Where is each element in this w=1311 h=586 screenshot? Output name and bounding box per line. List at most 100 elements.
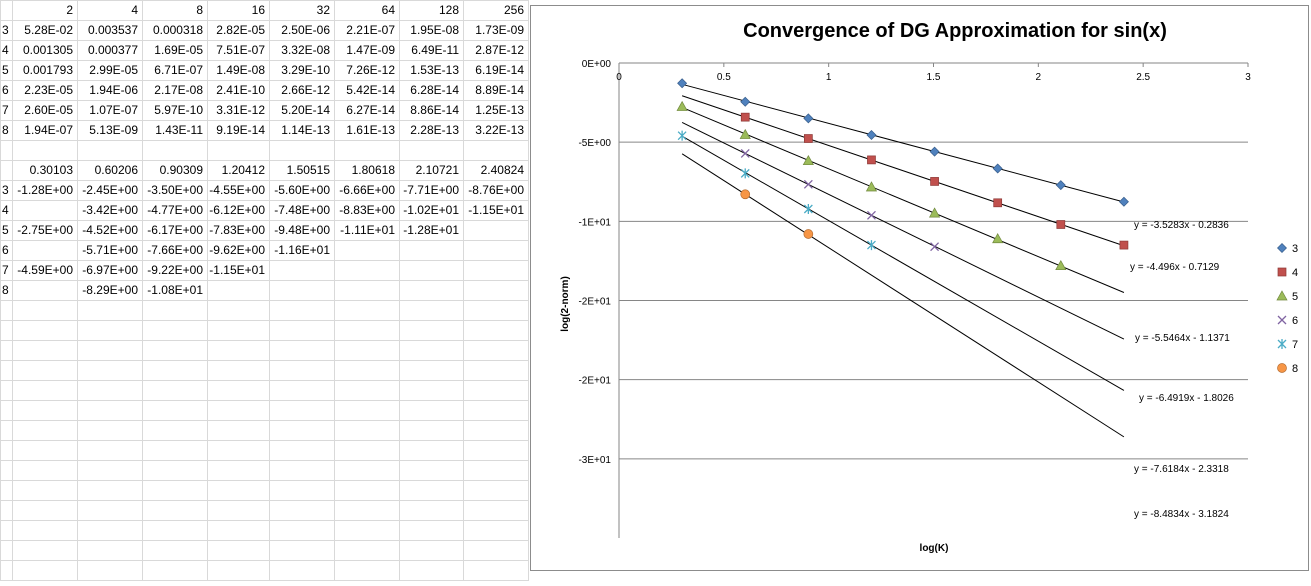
sheet-cell[interactable]: -1.15E+01: [209, 263, 265, 277]
sheet-cell[interactable]: 7.26E-12: [346, 63, 395, 77]
sheet-cell[interactable]: 32: [316, 3, 330, 17]
sheet-cell[interactable]: 1.94E-07: [24, 123, 73, 137]
sheet-cell[interactable]: 1.07E-07: [89, 103, 138, 117]
sheet-cell[interactable]: 2.99E-05: [89, 63, 138, 77]
sheet-cell[interactable]: 4: [2, 203, 9, 217]
sheet-cell[interactable]: 1.53E-13: [410, 63, 459, 77]
sheet-cell[interactable]: 256: [503, 3, 524, 17]
sheet-cell[interactable]: 2.82E-05: [216, 23, 265, 37]
sheet-cell[interactable]: 3.22E-13: [475, 123, 524, 137]
sheet-cell[interactable]: [399, 260, 463, 280]
sheet-cell[interactable]: -1.28E+00: [17, 183, 73, 197]
sheet-cell[interactable]: 1.61E-13: [346, 123, 395, 137]
sheet-cell[interactable]: 1.95E-08: [410, 23, 459, 37]
spreadsheet-grid[interactable]: 2 4 8 16 32 64 128 256 3 5.28E-02 0.003537 0.000318…: [0, 0, 530, 586]
sheet-cell[interactable]: 8.86E-14: [410, 103, 459, 117]
sheet-cell[interactable]: [12, 280, 77, 300]
sheet-cell[interactable]: 0.60206: [94, 163, 138, 177]
legend-label-3[interactable]: 3: [1292, 243, 1298, 255]
sheet-cell[interactable]: 8: [196, 3, 203, 17]
sheet-cell[interactable]: [269, 280, 334, 300]
sheet-cell[interactable]: 6: [2, 243, 9, 257]
sheet-cell[interactable]: 2.41E-10: [216, 83, 265, 97]
sheet-cell[interactable]: 2.87E-12: [475, 43, 524, 57]
sheet-cell[interactable]: 5.13E-09: [89, 123, 138, 137]
sheet-cell[interactable]: 2.23E-05: [24, 83, 73, 97]
sheet-cell[interactable]: 64: [381, 3, 395, 17]
sheet-cell[interactable]: -7.71E+00: [403, 183, 459, 197]
sheet-cell[interactable]: 2.10721: [415, 163, 459, 177]
sheet-cell[interactable]: 5.28E-02: [24, 23, 73, 37]
sheet-cell[interactable]: [334, 280, 399, 300]
sheet-cell[interactable]: 7.51E-07: [216, 43, 265, 57]
sheet-cell[interactable]: -6.97E+00: [82, 263, 138, 277]
sheet-cell[interactable]: -7.66E+00: [147, 243, 203, 257]
sheet-cell[interactable]: 7: [2, 263, 9, 277]
sheet-cell[interactable]: 6.49E-11: [411, 43, 459, 57]
sheet-cell[interactable]: 5.20E-14: [281, 103, 330, 117]
sheet-cell[interactable]: -7.83E+00: [209, 223, 265, 237]
sheet-cell[interactable]: -4.55E+00: [209, 183, 265, 197]
legend-label-5[interactable]: 5: [1292, 291, 1298, 303]
sheet-cell[interactable]: -3.42E+00: [82, 203, 138, 217]
sheet-cell[interactable]: -5.71E+00: [82, 243, 138, 257]
sheet-cell[interactable]: 1.25E-13: [475, 103, 524, 117]
sheet-cell[interactable]: 1.94E-06: [89, 83, 138, 97]
sheet-cell[interactable]: 1.43E-11: [155, 123, 203, 137]
sheet-cell[interactable]: 6.27E-14: [346, 103, 395, 117]
sheet-cell[interactable]: -4.77E+00: [147, 203, 203, 217]
sheet-cell[interactable]: -2.75E+00: [17, 223, 73, 237]
sheet-cell[interactable]: 0.000318: [152, 23, 203, 37]
sheet-cell[interactable]: -8.29E+00: [82, 283, 138, 297]
sheet-cell[interactable]: 3: [2, 23, 9, 37]
sheet-cell[interactable]: 7: [2, 103, 9, 117]
chart-area[interactable]: Convergence of DG Approximation for sin(…: [530, 5, 1309, 571]
sheet-cell[interactable]: [12, 240, 77, 260]
sheet-cell[interactable]: 0.001305: [22, 43, 73, 57]
sheet-cell[interactable]: 1.14E-13: [281, 123, 330, 137]
sheet-cell[interactable]: -8.76E+00: [468, 183, 524, 197]
sheet-cell[interactable]: [399, 280, 463, 300]
sheet-cell[interactable]: 2.50E-06: [281, 23, 330, 37]
sheet-cell[interactable]: 8.89E-14: [475, 83, 524, 97]
sheet-cell[interactable]: 0.000377: [87, 43, 138, 57]
sheet-cell[interactable]: -9.22E+00: [147, 263, 203, 277]
sheet-cell[interactable]: [334, 240, 399, 260]
sheet-cell[interactable]: -8.83E+00: [339, 203, 395, 217]
sheet-cell[interactable]: -1.15E+01: [468, 203, 524, 217]
sheet-cell[interactable]: -7.48E+00: [274, 203, 330, 217]
sheet-cell[interactable]: [269, 260, 334, 280]
sheet-cell[interactable]: 3.32E-08: [281, 43, 330, 57]
sheet-cell[interactable]: 1.80618: [351, 163, 395, 177]
sheet-cell[interactable]: 6.19E-14: [475, 63, 524, 77]
legend-label-7[interactable]: 7: [1292, 339, 1298, 351]
sheet-cell[interactable]: 5: [2, 63, 9, 77]
sheet-cell[interactable]: 16: [251, 3, 265, 17]
legend-label-6[interactable]: 6: [1292, 315, 1298, 327]
sheet-cell[interactable]: -1.11E+01: [340, 223, 395, 237]
sheet-cell[interactable]: -2.45E+00: [82, 183, 138, 197]
sheet-cell[interactable]: -9.62E+00: [209, 243, 265, 257]
sheet-cell[interactable]: 3.31E-12: [216, 103, 265, 117]
sheet-cell[interactable]: 5.42E-14: [346, 83, 395, 97]
sheet-cell[interactable]: [334, 260, 399, 280]
sheet-cell[interactable]: 6.71E-07: [154, 63, 203, 77]
sheet-cell[interactable]: 6.28E-14: [410, 83, 459, 97]
sheet-cell[interactable]: 2.17E-08: [154, 83, 203, 97]
sheet-cell[interactable]: 2.21E-07: [346, 23, 395, 37]
legend-label-4[interactable]: 4: [1292, 267, 1298, 279]
sheet-cell[interactable]: [463, 260, 528, 280]
sheet-cell[interactable]: -6.12E+00: [209, 203, 265, 217]
sheet-cell[interactable]: 5: [2, 223, 9, 237]
sheet-cell[interactable]: 9.19E-14: [216, 123, 265, 137]
sheet-cell[interactable]: 6: [2, 83, 9, 97]
sheet-cell[interactable]: -4.52E+00: [82, 223, 138, 237]
sheet-cell[interactable]: -1.28E+01: [403, 223, 459, 237]
sheet-cell[interactable]: -4.59E+00: [17, 263, 73, 277]
sheet-cell[interactable]: 1.69E-05: [154, 43, 203, 57]
sheet-cell[interactable]: -3.50E+00: [147, 183, 203, 197]
sheet-cell[interactable]: -5.60E+00: [274, 183, 330, 197]
sheet-cell[interactable]: 2.40824: [480, 163, 524, 177]
sheet-cell[interactable]: 3: [2, 183, 9, 197]
sheet-cell[interactable]: 1.73E-09: [475, 23, 524, 37]
